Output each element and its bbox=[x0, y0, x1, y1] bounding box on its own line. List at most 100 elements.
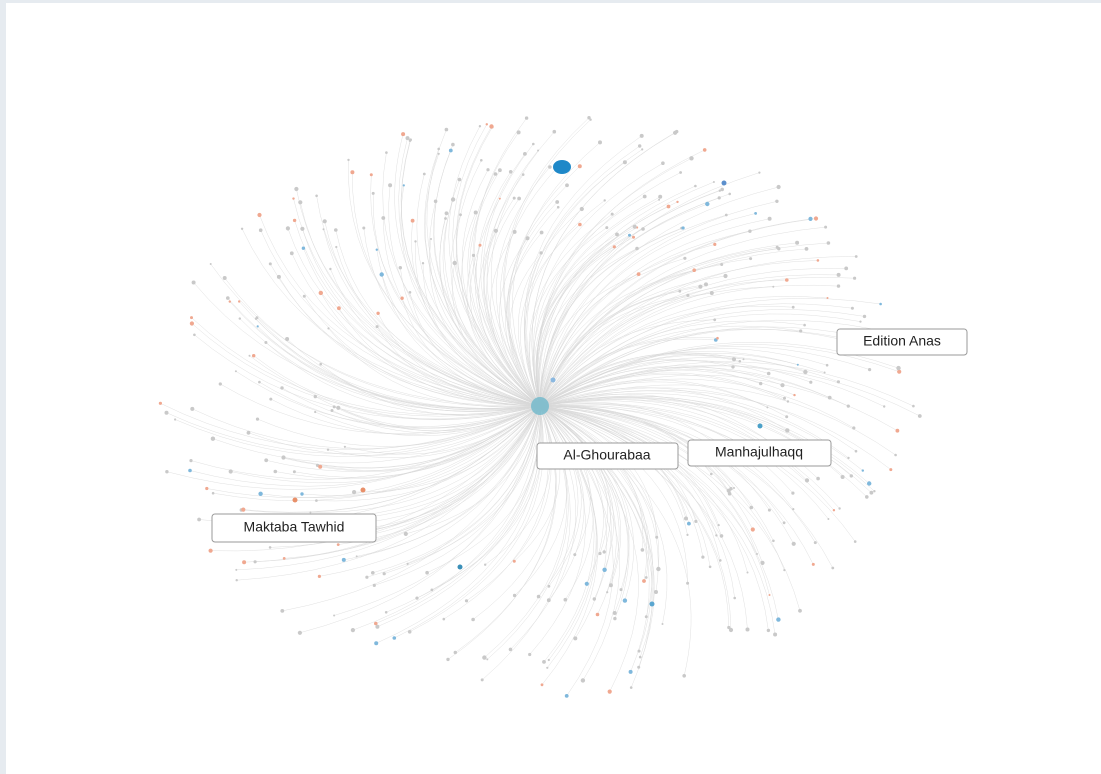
node bbox=[862, 314, 867, 319]
node bbox=[415, 596, 419, 600]
node bbox=[644, 576, 648, 579]
node bbox=[733, 487, 735, 489]
node bbox=[804, 478, 810, 483]
node bbox=[453, 650, 457, 655]
node bbox=[775, 199, 779, 203]
node bbox=[525, 236, 530, 241]
node bbox=[721, 180, 727, 186]
node bbox=[727, 625, 731, 630]
node bbox=[917, 414, 922, 418]
node bbox=[738, 360, 742, 363]
node bbox=[174, 418, 177, 421]
node bbox=[208, 548, 213, 553]
node bbox=[686, 581, 690, 585]
node bbox=[795, 240, 800, 245]
node bbox=[854, 255, 858, 258]
node bbox=[228, 300, 231, 303]
nodes bbox=[158, 116, 922, 698]
node bbox=[813, 541, 817, 545]
node bbox=[712, 181, 715, 183]
node bbox=[448, 148, 453, 153]
node bbox=[869, 490, 874, 495]
node bbox=[804, 247, 809, 251]
node bbox=[193, 333, 196, 337]
node bbox=[350, 628, 355, 633]
node bbox=[666, 204, 671, 209]
node bbox=[372, 583, 376, 588]
node bbox=[381, 216, 386, 220]
node bbox=[406, 562, 409, 566]
node bbox=[471, 617, 475, 622]
node bbox=[264, 341, 268, 344]
node bbox=[867, 481, 872, 486]
node bbox=[745, 627, 750, 632]
node bbox=[414, 240, 417, 243]
node bbox=[360, 487, 366, 493]
node bbox=[547, 584, 551, 588]
node bbox=[635, 246, 639, 251]
node bbox=[430, 588, 434, 592]
node bbox=[748, 229, 752, 233]
node bbox=[838, 507, 841, 510]
node bbox=[580, 678, 586, 683]
node bbox=[577, 164, 582, 169]
node bbox=[409, 138, 412, 142]
node bbox=[188, 468, 192, 473]
node bbox=[444, 211, 449, 216]
node bbox=[879, 302, 882, 306]
node bbox=[847, 456, 850, 460]
node bbox=[425, 570, 429, 575]
node bbox=[292, 470, 296, 474]
node bbox=[430, 238, 432, 240]
node bbox=[813, 216, 819, 221]
node bbox=[276, 274, 281, 279]
node bbox=[326, 448, 330, 451]
node bbox=[268, 262, 272, 266]
node-label: Maktaba Tawhid bbox=[244, 519, 345, 535]
node bbox=[374, 641, 379, 646]
node bbox=[512, 196, 516, 200]
node bbox=[242, 560, 247, 565]
node bbox=[241, 507, 246, 512]
node bbox=[158, 401, 162, 405]
node bbox=[536, 594, 541, 599]
node bbox=[632, 224, 637, 229]
node bbox=[385, 151, 388, 154]
node bbox=[384, 611, 388, 614]
node bbox=[656, 566, 661, 572]
node bbox=[780, 383, 785, 388]
node bbox=[309, 511, 312, 514]
node bbox=[336, 543, 340, 546]
edge-bundle bbox=[160, 117, 920, 697]
node bbox=[564, 694, 569, 698]
node bbox=[189, 321, 194, 326]
node bbox=[556, 205, 560, 209]
node bbox=[478, 125, 482, 128]
node bbox=[512, 593, 517, 598]
node bbox=[717, 196, 721, 200]
node bbox=[644, 615, 648, 619]
node bbox=[681, 226, 685, 230]
node bbox=[749, 257, 753, 261]
node bbox=[733, 596, 736, 600]
node bbox=[708, 565, 712, 569]
node bbox=[516, 130, 521, 135]
node bbox=[197, 517, 202, 522]
node bbox=[709, 291, 714, 295]
node bbox=[785, 415, 789, 419]
node bbox=[464, 599, 469, 603]
node bbox=[352, 490, 357, 495]
node bbox=[859, 320, 862, 323]
node bbox=[836, 284, 841, 288]
node bbox=[766, 628, 771, 633]
node bbox=[661, 623, 664, 625]
node bbox=[258, 380, 261, 384]
node bbox=[798, 608, 802, 613]
node bbox=[573, 553, 577, 557]
node bbox=[471, 253, 476, 257]
node bbox=[189, 459, 193, 463]
node bbox=[638, 144, 642, 148]
node bbox=[362, 226, 366, 230]
node bbox=[758, 171, 761, 174]
node bbox=[258, 491, 263, 496]
